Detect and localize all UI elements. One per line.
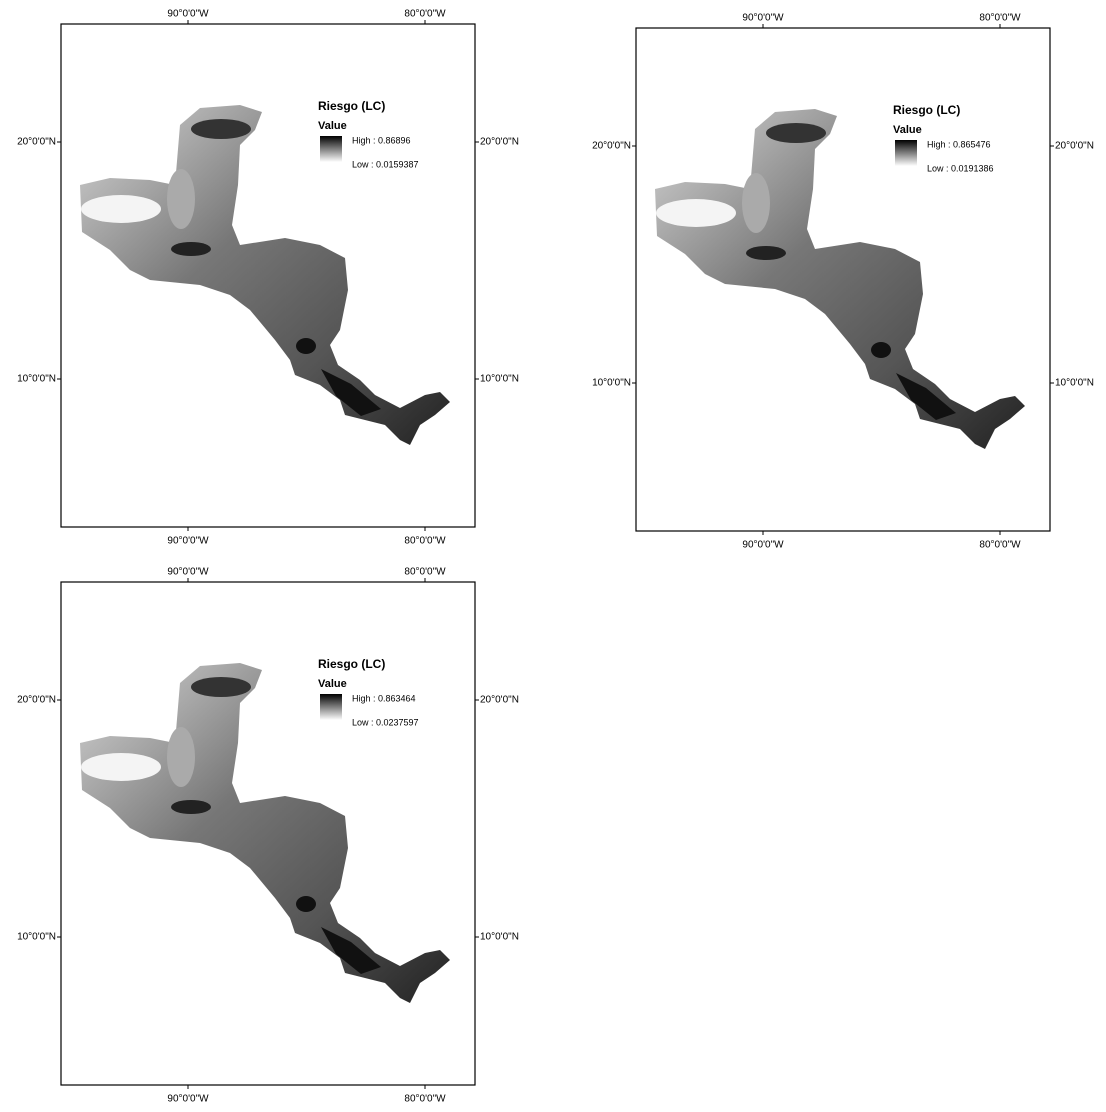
legend-ramp [320,136,342,162]
legend-title: Riesgo (LC) [893,103,960,117]
longitude-label: 80°0'0"W [404,567,446,578]
longitude-label: 90°0'0"W [167,567,209,578]
latitude-label: 20°0'0"N [480,137,519,148]
map-panel: 90°0'0"W 90°0'0"W 80°0'0"W 80°0'0"W 20°0'0"N… [592,13,1094,551]
legend-low: Low : 0.0191386 [927,163,994,173]
land-raster [80,663,450,1003]
map-panel: 90°0'0"W 90°0'0"W 80°0'0"W 80°0'0"W 20°0'0"N… [17,9,519,547]
latitude-label: 10°0'0"N [480,932,519,943]
legend-ramp [895,140,917,166]
latitude-label: 20°0'0"N [17,137,56,148]
longitude-label: 80°0'0"W [404,536,446,547]
legend-ramp [320,694,342,720]
latitude-label: 20°0'0"N [592,141,631,152]
latitude-label: 20°0'0"N [480,695,519,706]
longitude-label: 90°0'0"W [167,1094,209,1105]
legend-title: Riesgo (LC) [318,99,385,113]
latitude-label: 20°0'0"N [1055,141,1094,152]
latitude-label: 10°0'0"N [17,374,56,385]
latitude-label: 10°0'0"N [480,374,519,385]
longitude-label: 90°0'0"W [167,536,209,547]
land-raster [80,105,450,445]
latitude-label: 10°0'0"N [592,378,631,389]
longitude-label: 80°0'0"W [979,540,1021,551]
longitude-label: 80°0'0"W [979,13,1021,24]
land-raster [655,109,1025,449]
legend-low: Low : 0.0237597 [352,717,419,727]
map-panel: 90°0'0"W 90°0'0"W 80°0'0"W 80°0'0"W 20°0'0"N… [17,567,519,1105]
legend-subtitle: Value [893,124,922,136]
latitude-label: 20°0'0"N [17,695,56,706]
figure: 90°0'0"W 90°0'0"W 80°0'0"W 80°0'0"W 20°0'0"N… [0,0,1106,1107]
legend-high: High : 0.863464 [352,693,416,703]
longitude-label: 80°0'0"W [404,9,446,20]
legend-low: Low : 0.0159387 [352,159,419,169]
longitude-label: 90°0'0"W [742,540,784,551]
longitude-label: 90°0'0"W [742,13,784,24]
legend-high: High : 0.865476 [927,139,991,149]
longitude-label: 90°0'0"W [167,9,209,20]
legend-subtitle: Value [318,678,347,690]
legend-subtitle: Value [318,120,347,132]
legend-title: Riesgo (LC) [318,657,385,671]
longitude-label: 80°0'0"W [404,1094,446,1105]
latitude-label: 10°0'0"N [1055,378,1094,389]
legend-high: High : 0.86896 [352,135,411,145]
latitude-label: 10°0'0"N [17,932,56,943]
